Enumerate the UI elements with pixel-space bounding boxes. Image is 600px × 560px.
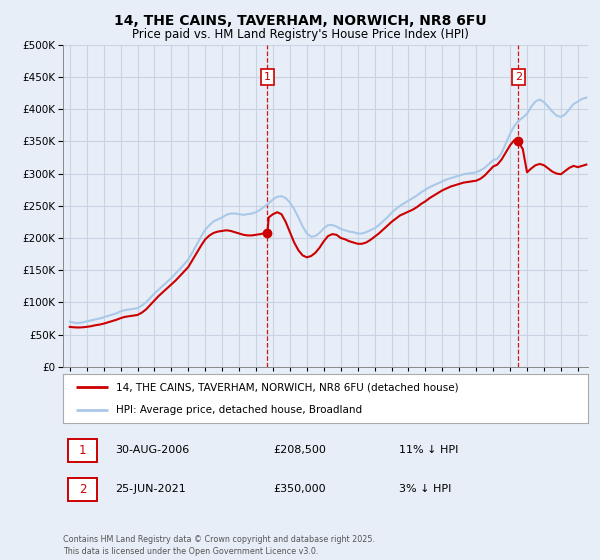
Text: 11% ↓ HPI: 11% ↓ HPI xyxy=(399,445,458,455)
Text: 14, THE CAINS, TAVERHAM, NORWICH, NR8 6FU: 14, THE CAINS, TAVERHAM, NORWICH, NR8 6F… xyxy=(113,14,487,28)
Text: 1: 1 xyxy=(79,444,86,457)
FancyBboxPatch shape xyxy=(68,478,97,501)
Text: 30-AUG-2006: 30-AUG-2006 xyxy=(115,445,190,455)
Text: 2: 2 xyxy=(515,72,522,82)
Text: Price paid vs. HM Land Registry's House Price Index (HPI): Price paid vs. HM Land Registry's House … xyxy=(131,28,469,41)
Text: 2: 2 xyxy=(79,483,86,496)
Text: 14, THE CAINS, TAVERHAM, NORWICH, NR8 6FU (detached house): 14, THE CAINS, TAVERHAM, NORWICH, NR8 6F… xyxy=(115,382,458,393)
Text: 25-JUN-2021: 25-JUN-2021 xyxy=(115,484,186,494)
Text: HPI: Average price, detached house, Broadland: HPI: Average price, detached house, Broa… xyxy=(115,405,362,415)
FancyBboxPatch shape xyxy=(68,439,97,461)
Text: 3% ↓ HPI: 3% ↓ HPI xyxy=(399,484,451,494)
Text: £350,000: £350,000 xyxy=(273,484,326,494)
Text: £208,500: £208,500 xyxy=(273,445,326,455)
Text: 1: 1 xyxy=(264,72,271,82)
Text: Contains HM Land Registry data © Crown copyright and database right 2025.
This d: Contains HM Land Registry data © Crown c… xyxy=(63,535,375,556)
